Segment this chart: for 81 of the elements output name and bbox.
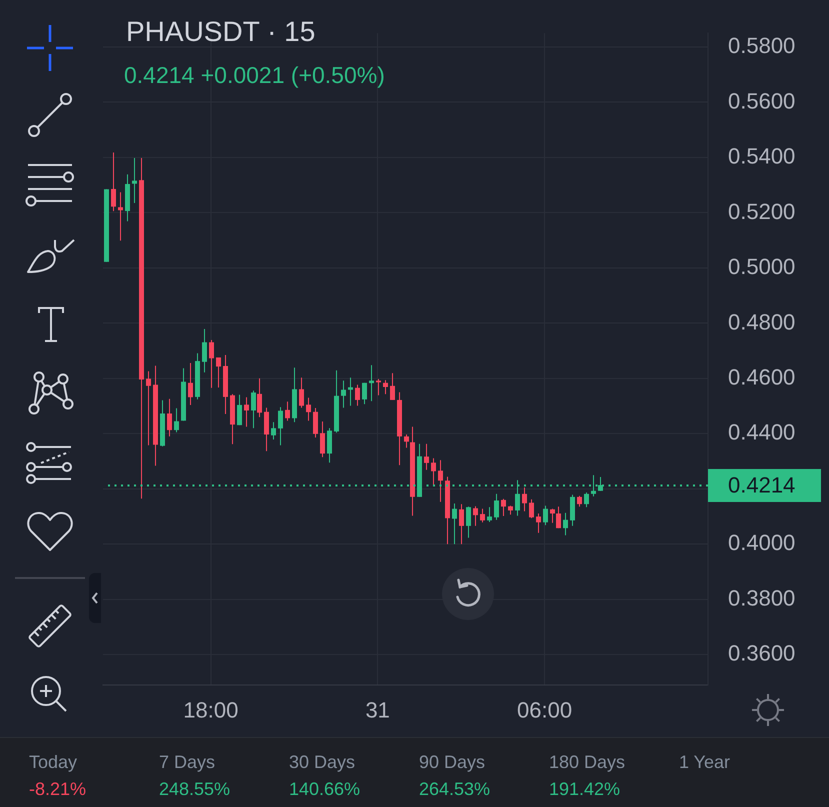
candlestick [174,408,180,433]
candlestick [556,506,562,529]
text: 191.42% [549,778,620,800]
text: 90 Days [419,751,486,773]
candlestick [522,487,528,512]
text: 140.66% [289,778,360,800]
y-tick-label: 0.5000 [728,254,796,280]
candlestick [264,407,270,452]
y-tick-label: 0.4800 [728,309,796,334]
candlestick [244,396,250,428]
text: 30 Days [289,751,356,773]
candlestick [576,495,582,508]
candlestick [570,494,576,526]
y-tick-label: 0.3600 [728,640,796,666]
y-tick-label: 0.3800 [728,585,796,610]
candlestick [562,512,568,536]
candlestick [376,378,382,396]
candlestick [354,384,360,406]
y-tick-label: 0.5200 [728,198,796,224]
y-tick-label: 0.5800 [728,33,796,58]
candlestick [480,508,486,523]
text: Today [29,751,78,773]
y-tick-label: 0.4400 [728,420,796,445]
y-tick-label: 0.5400 [728,144,796,169]
ref-line-label: 0.4214 [728,472,796,498]
text: 248.55% [159,778,230,800]
text: 180 Days [549,751,626,773]
candlestick [536,512,542,534]
candlestick [312,407,318,438]
candlestick [348,377,354,406]
candlestick [208,340,214,388]
candlestick [494,493,500,520]
candlestick [424,443,430,470]
candlestick [256,378,262,418]
candlestick [382,380,388,395]
text: -8.21% [29,778,86,800]
candlestick [202,328,208,373]
y-tick-label: 0.4600 [728,364,796,390]
y-tick-label: 0.5600 [728,88,796,114]
candlestick [132,158,138,204]
candlestick [584,492,590,508]
candlestick [146,370,152,446]
candlestick [362,382,368,405]
candlestick [118,192,124,242]
candlestick [390,372,396,400]
candlestick [250,390,256,429]
candlestick [278,406,284,446]
candlestick [298,377,304,408]
candlestick [216,356,222,388]
candlestick [368,364,374,402]
candlestick [500,498,506,516]
candlestick [326,428,332,464]
text: 7 Days [159,751,216,773]
candlestick [542,505,548,526]
candlestick [452,503,458,545]
candlestick [110,152,116,212]
candlestick [430,458,436,486]
candlestick [472,506,478,526]
candlestick [166,398,172,437]
chart-title: PHAUSDT · 15 [126,16,316,48]
x-tick-label: 31 [365,697,390,722]
candlestick [550,508,556,524]
candlestick [306,397,312,422]
text: 264.53% [419,778,490,800]
candlestick [188,362,194,406]
candlestick [340,380,346,408]
candlestick [236,394,242,426]
candlestick [486,506,492,523]
candlestick [438,460,444,502]
annotation: 0.4214 +0.0021 (+0.50%) [124,62,385,89]
text: 1 Year [679,751,730,773]
y-tick-label: 0.4000 [728,530,796,556]
candlestick [466,506,472,538]
candlestick [458,504,464,545]
candlestick [270,422,276,440]
candlestick [528,498,534,519]
x-tick-label: 06:00 [517,697,572,722]
x-tick-label: 18:00 [183,697,238,722]
candlestick [284,401,290,422]
candlestick [404,434,410,448]
candlestick [320,421,326,458]
